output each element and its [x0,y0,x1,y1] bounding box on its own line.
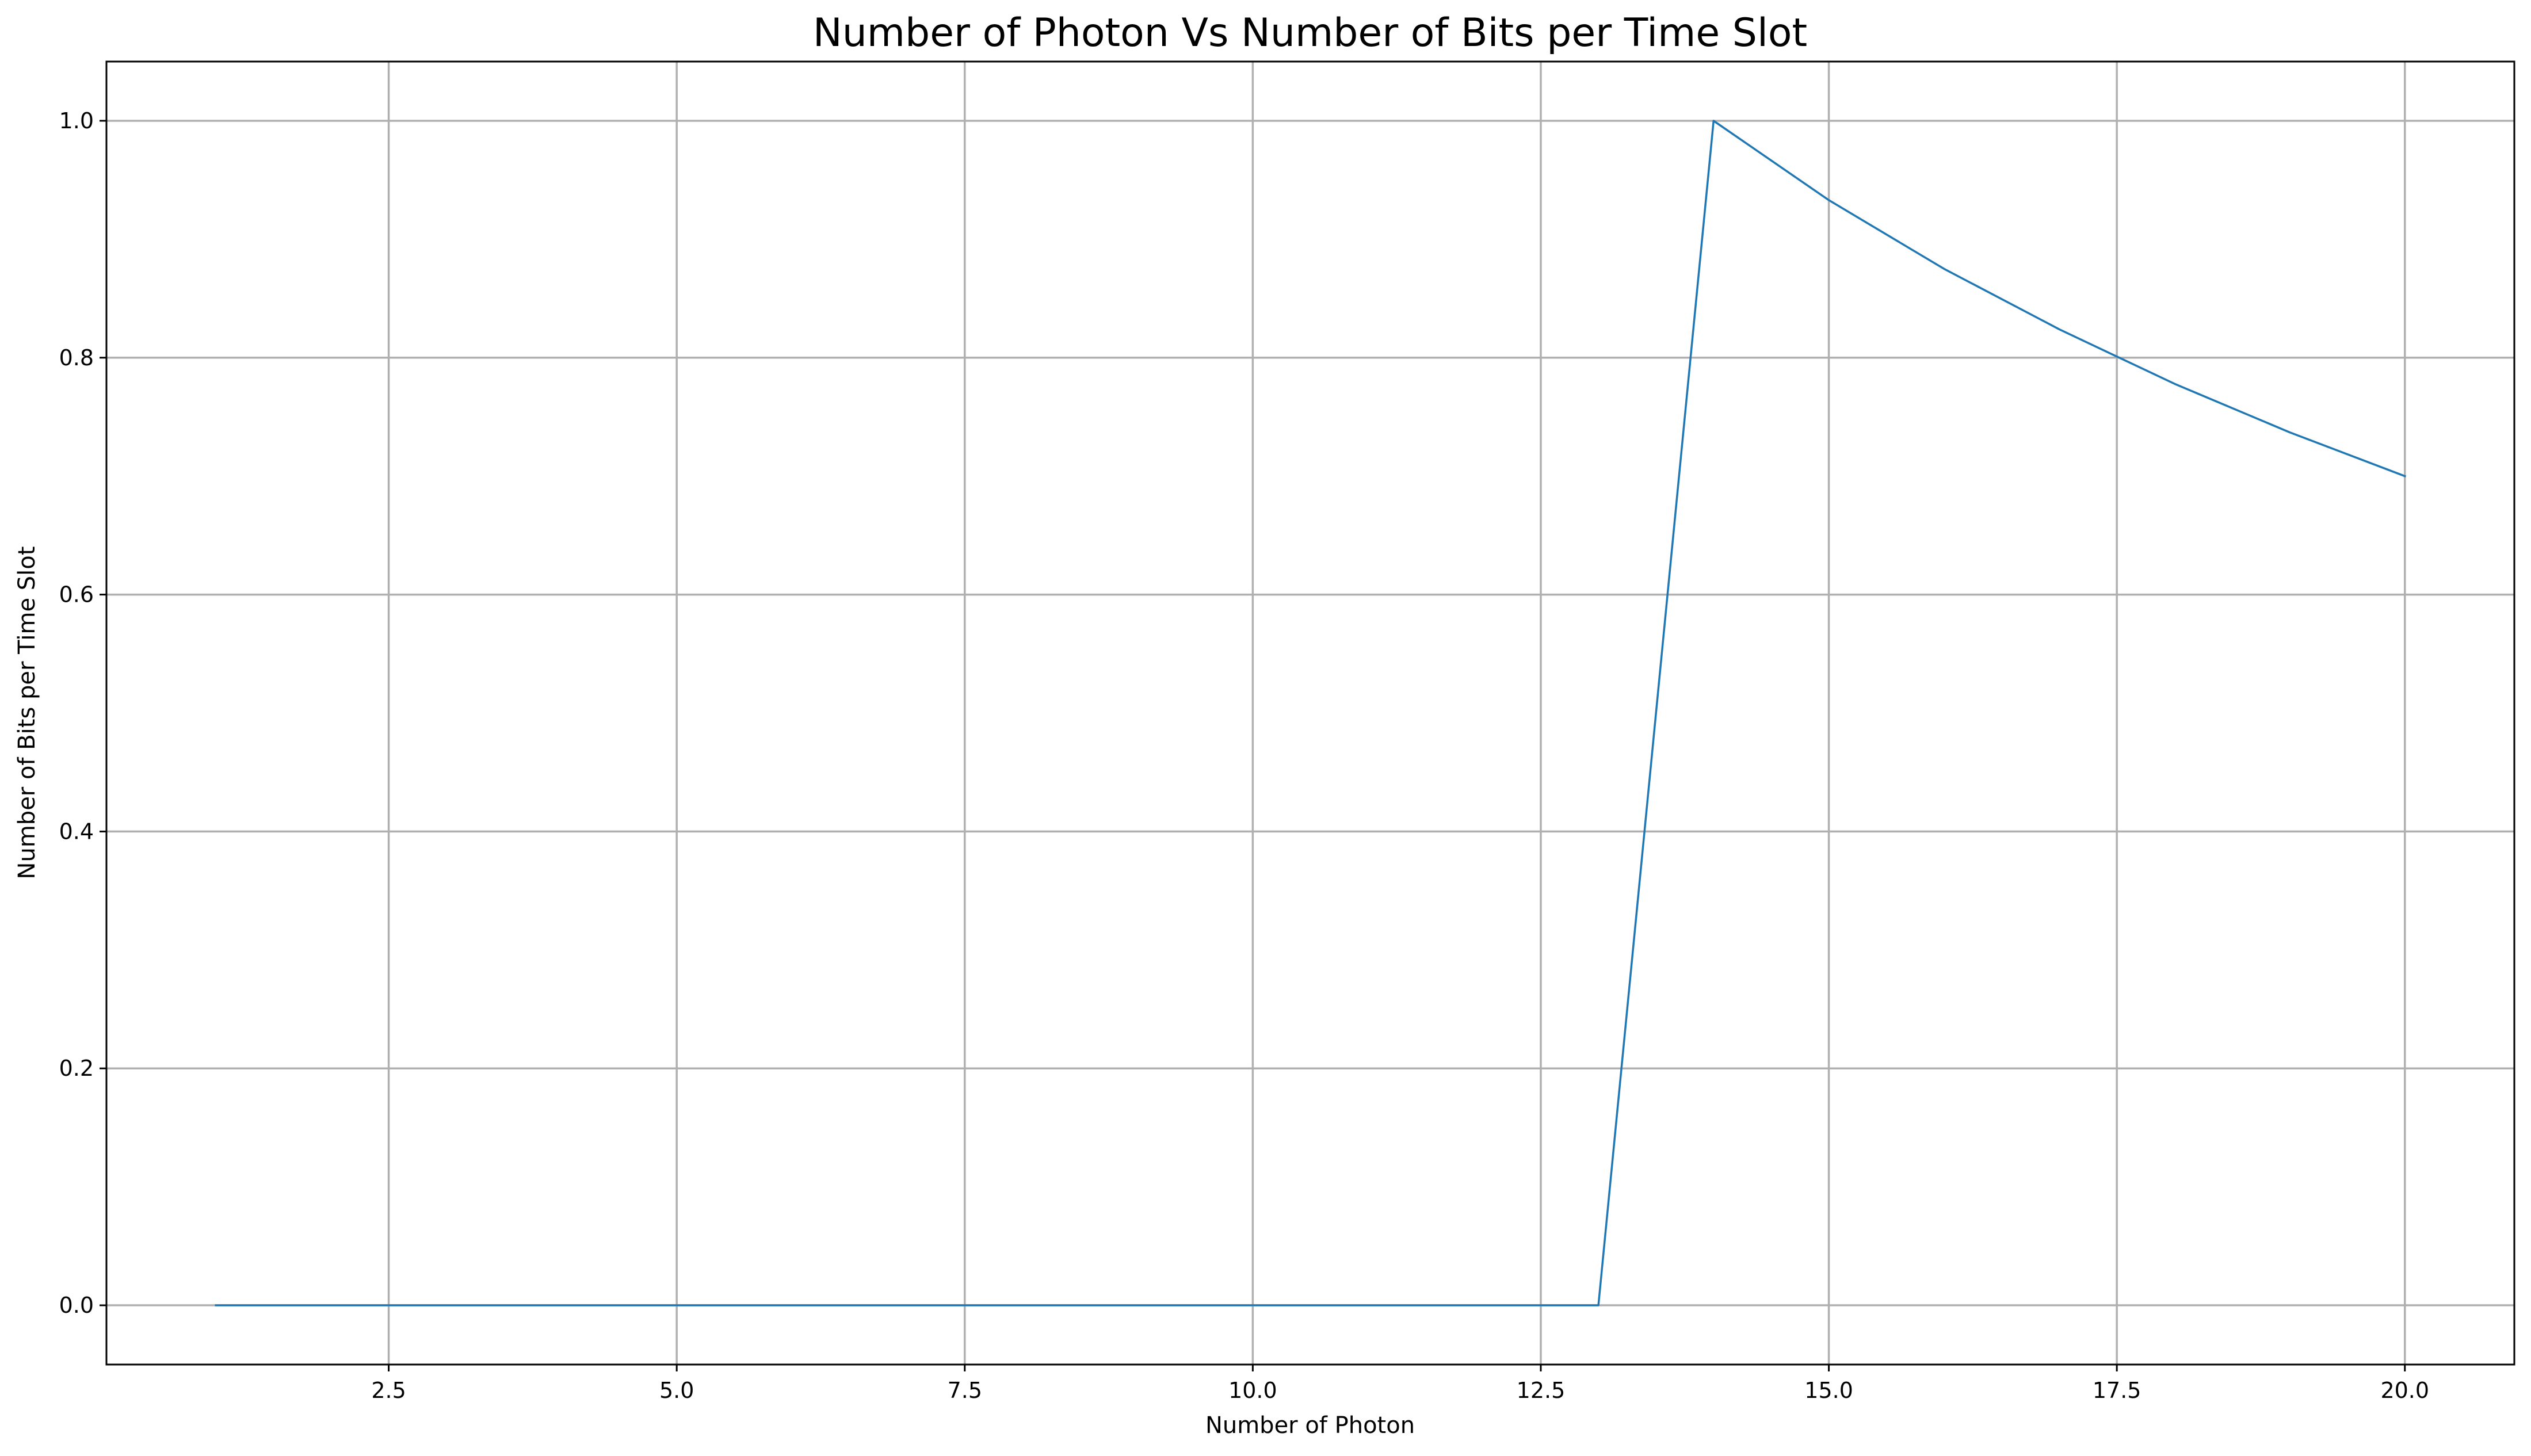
series-layer [215,120,2407,1306]
x-tick-label: 7.5 [948,1378,982,1403]
x-tick-label: 10.0 [1228,1378,1277,1403]
y-tick-label: 1.0 [59,108,94,133]
x-tick-label: 17.5 [2093,1378,2141,1403]
x-axis: 2.5 5.0 7.5 10.0 12.5 15.0 17.5 20.0 [371,1365,2429,1403]
x-tick-label: 5.0 [659,1378,694,1403]
x-tick-label: 20.0 [2380,1378,2429,1403]
plot-area-frame [105,60,2515,1366]
grid [106,62,2514,1365]
y-tick-label: 0.2 [59,1056,94,1081]
y-tick-label: 0.0 [59,1293,94,1318]
x-tick-label: 15.0 [1804,1378,1853,1403]
x-axis-label: Number of Photon [1205,1412,1415,1439]
y-tick-label: 0.8 [59,345,94,370]
chart-title: Number of Photon Vs Number of Bits per T… [813,10,1807,56]
series-line [215,120,2407,1306]
x-tick-label: 2.5 [371,1378,406,1403]
y-tick-label: 0.4 [59,819,94,844]
y-tick-label: 0.6 [59,582,94,607]
x-tick-label: 12.5 [1517,1378,1566,1403]
y-axis: 0.0 0.2 0.4 0.6 0.8 1.0 [59,108,106,1318]
y-axis-label: Number of Bits per Time Slot [14,547,40,880]
